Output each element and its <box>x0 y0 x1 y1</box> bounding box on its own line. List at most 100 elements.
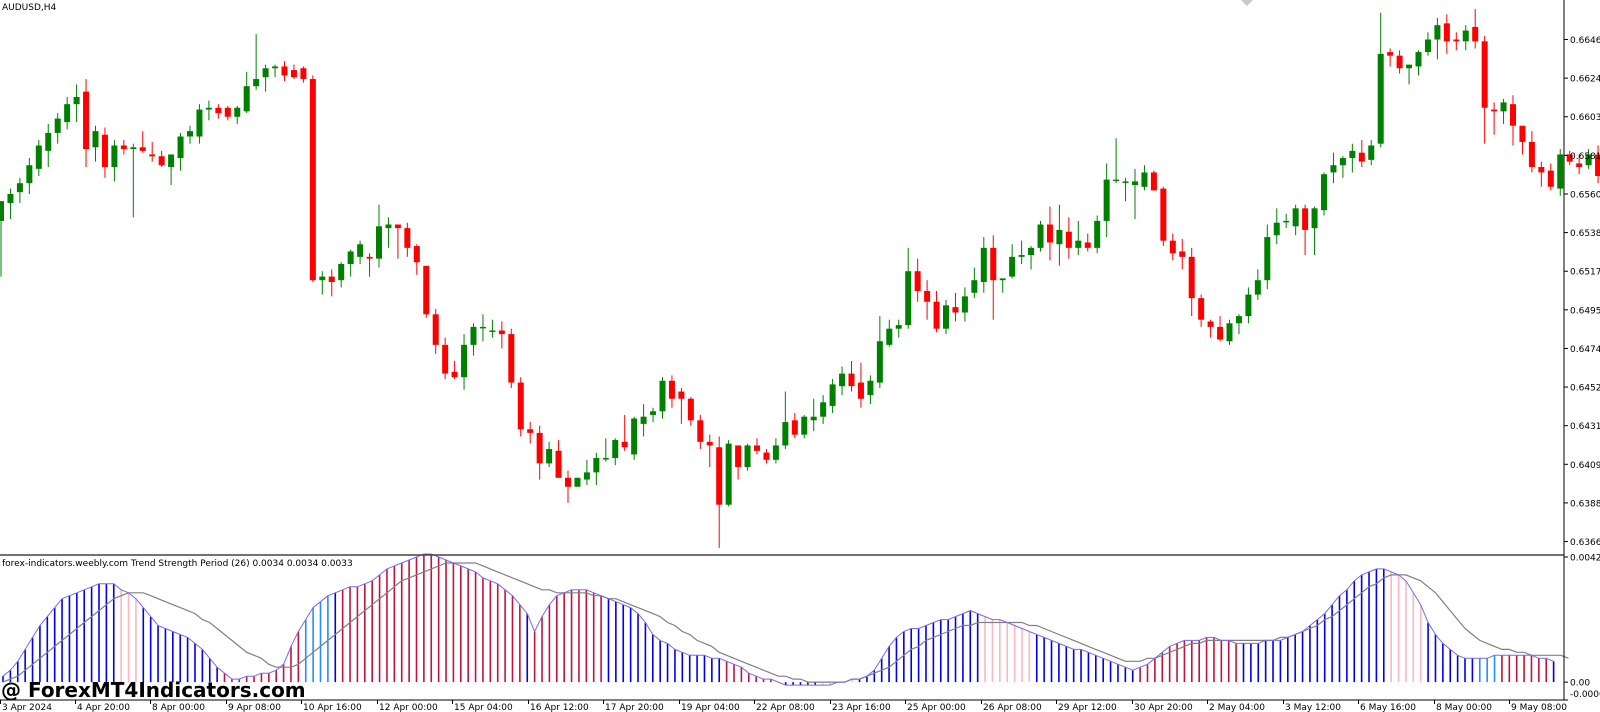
price-tick-label: 0.66245 <box>1570 75 1600 85</box>
candle-body <box>574 477 581 487</box>
candle-body <box>971 280 978 293</box>
candle <box>187 125 193 144</box>
candle-body <box>338 264 345 281</box>
candle <box>1046 206 1053 261</box>
candle-body <box>1453 39 1460 42</box>
candle <box>1387 48 1394 67</box>
candle <box>215 104 222 119</box>
candle-body <box>1207 321 1214 327</box>
candle <box>650 407 657 423</box>
candle <box>1254 269 1261 300</box>
candle-body <box>1103 179 1110 221</box>
candle-body <box>1273 222 1280 236</box>
candle-body <box>1113 179 1120 182</box>
time-tick-label: 2 May 04:00 <box>1209 703 1265 712</box>
candle-body <box>555 450 562 478</box>
candle-body <box>593 458 600 473</box>
candle-body <box>158 156 165 166</box>
candle <box>1226 319 1233 345</box>
candle <box>583 459 590 485</box>
candle-body <box>1217 326 1224 340</box>
candle-body <box>961 296 968 313</box>
time-tick-label: 4 Apr 20:00 <box>77 703 130 712</box>
symbol-label: AUDUSD,H4 <box>2 3 57 13</box>
candle-body <box>413 246 420 263</box>
candle <box>1481 35 1488 144</box>
indicator-label: forex-indicators.weebly.com Trend Streng… <box>2 559 353 569</box>
candle-body <box>120 145 127 150</box>
candle-body <box>1122 181 1129 183</box>
candle-body <box>1462 30 1469 42</box>
candle <box>1028 246 1035 270</box>
candle-body <box>92 131 99 148</box>
candle <box>1245 287 1252 324</box>
time-tick-label: 8 May 00:00 <box>1436 703 1492 712</box>
candle-body <box>479 326 486 329</box>
candle-body <box>1519 125 1526 142</box>
candle <box>1424 32 1431 56</box>
candle <box>735 445 742 480</box>
watermark: @ ForexMT4Indicators.com <box>1 678 306 702</box>
candle-body <box>1443 23 1450 42</box>
candle <box>527 422 534 444</box>
candle <box>1510 95 1516 146</box>
candle <box>83 79 90 168</box>
candle <box>253 34 260 90</box>
candle-body <box>820 402 827 417</box>
candle <box>621 414 628 451</box>
candle <box>772 438 779 464</box>
candle <box>300 66 307 83</box>
candle <box>35 140 42 177</box>
candle <box>602 438 609 462</box>
candle-body <box>290 70 297 78</box>
candle-body <box>744 445 751 467</box>
candle-body <box>234 107 241 117</box>
candle-body <box>139 147 146 151</box>
time-tick-label: 26 Apr 08:00 <box>983 703 1042 712</box>
candle-body <box>1056 229 1063 245</box>
candle-body <box>205 107 212 110</box>
candle <box>1528 131 1535 173</box>
candle-body <box>848 373 855 387</box>
candle-body <box>376 226 382 259</box>
candle-body <box>73 96 80 105</box>
candle-body <box>101 134 108 168</box>
candle <box>470 323 477 356</box>
candle <box>1472 8 1479 49</box>
candle-body <box>1500 102 1507 112</box>
candle-body <box>451 371 458 378</box>
candle <box>1339 156 1346 178</box>
chart-shift-marker-icon[interactable] <box>1241 0 1253 6</box>
candle <box>120 140 127 155</box>
candle <box>659 377 666 419</box>
price-tick-label: 0.64955 <box>1570 306 1600 316</box>
candle <box>1358 140 1365 168</box>
candle-body <box>1387 52 1394 56</box>
trend-strength-histogram <box>2 554 1555 686</box>
candle <box>782 391 789 450</box>
candle-body <box>215 107 222 114</box>
candle <box>498 321 505 349</box>
candle <box>593 452 600 485</box>
candle <box>1576 154 1583 175</box>
candle <box>1160 186 1167 247</box>
candle <box>1283 213 1290 229</box>
candle-body <box>735 445 742 467</box>
candle-body <box>45 132 52 151</box>
candle <box>479 314 486 342</box>
candle <box>857 362 864 408</box>
candle <box>668 375 675 408</box>
candle <box>1103 163 1110 238</box>
candle <box>45 123 52 168</box>
candle <box>1141 165 1148 191</box>
candle-body <box>461 344 468 378</box>
candle-body <box>1434 25 1441 40</box>
candle-body <box>16 183 23 193</box>
candle-body <box>706 441 713 446</box>
candle <box>1264 224 1271 290</box>
time-tick-label: 3 Apr 2024 <box>2 703 52 712</box>
candle-body <box>1046 224 1053 243</box>
